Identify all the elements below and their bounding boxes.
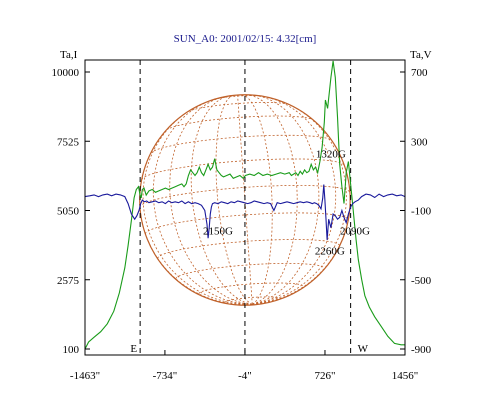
- y-left-tick-label: 2575: [57, 275, 80, 287]
- y-right-axis-label: Ta,V: [410, 49, 432, 61]
- x-tick-label: -4": [238, 370, 252, 382]
- longitude-line: [139, 207, 253, 305]
- x-tick-label: 1456": [392, 370, 419, 382]
- field-strength-annotation: 2150G: [203, 226, 233, 238]
- x-tick-label: -734": [153, 370, 178, 382]
- longitude-line: [215, 95, 253, 305]
- latitude-line: [150, 134, 332, 154]
- latitude-line: [157, 239, 340, 259]
- limb-marker-label: W: [358, 343, 369, 355]
- y-right-tick-label: 300: [411, 136, 428, 148]
- latitude-line: [141, 158, 345, 180]
- axis-ticks: [84, 71, 406, 355]
- y-left-tick-label: 7525: [57, 136, 80, 148]
- series-line-V: [84, 184, 406, 240]
- longitude-line: [252, 102, 347, 305]
- longitude-line: [190, 95, 253, 305]
- x-tick-label: -1463": [70, 370, 100, 382]
- data-series: [84, 60, 406, 350]
- x-tick-label: 726": [314, 370, 335, 382]
- y-left-tick-label: 100: [63, 344, 80, 356]
- y-left-tick-label: 5050: [57, 206, 80, 218]
- longitude-line: [241, 94, 273, 305]
- field-strength-annotation: 2090G: [340, 226, 370, 238]
- longitude-line: [252, 95, 337, 305]
- field-strength-annotation: 1320G: [316, 149, 346, 161]
- y-left-axis-label: Ta,I: [60, 49, 78, 61]
- longitude-line: [245, 94, 298, 305]
- field-strength-annotation: 2260G: [315, 246, 345, 258]
- series-line-I: [84, 60, 405, 350]
- longitude-line: [152, 98, 253, 305]
- y-right-tick-label: -100: [411, 206, 432, 218]
- chart-title: SUN_A0: 2001/02/15: 4.32[cm]: [174, 33, 317, 45]
- latitude-line: [166, 115, 314, 131]
- tick-labels: -1463" -734" -4" 726" 1456" 10000 7525 5050 2575…: [52, 67, 432, 382]
- annotations: 1320G 2150G 2090G 2260G: [203, 149, 370, 258]
- y-right-tick-label: -500: [411, 275, 432, 287]
- y-right-tick-label: -900: [411, 344, 432, 356]
- longitude-line: [252, 192, 351, 305]
- y-left-tick-label: 10000: [52, 67, 80, 79]
- limb-marker-label: E: [130, 343, 137, 355]
- longitude-line: [252, 94, 320, 305]
- latitude-line: [175, 263, 325, 279]
- longitude-line: [142, 108, 253, 305]
- y-right-tick-label: 700: [411, 67, 428, 79]
- longitude-line: [169, 96, 253, 305]
- latitude-line: [198, 282, 305, 294]
